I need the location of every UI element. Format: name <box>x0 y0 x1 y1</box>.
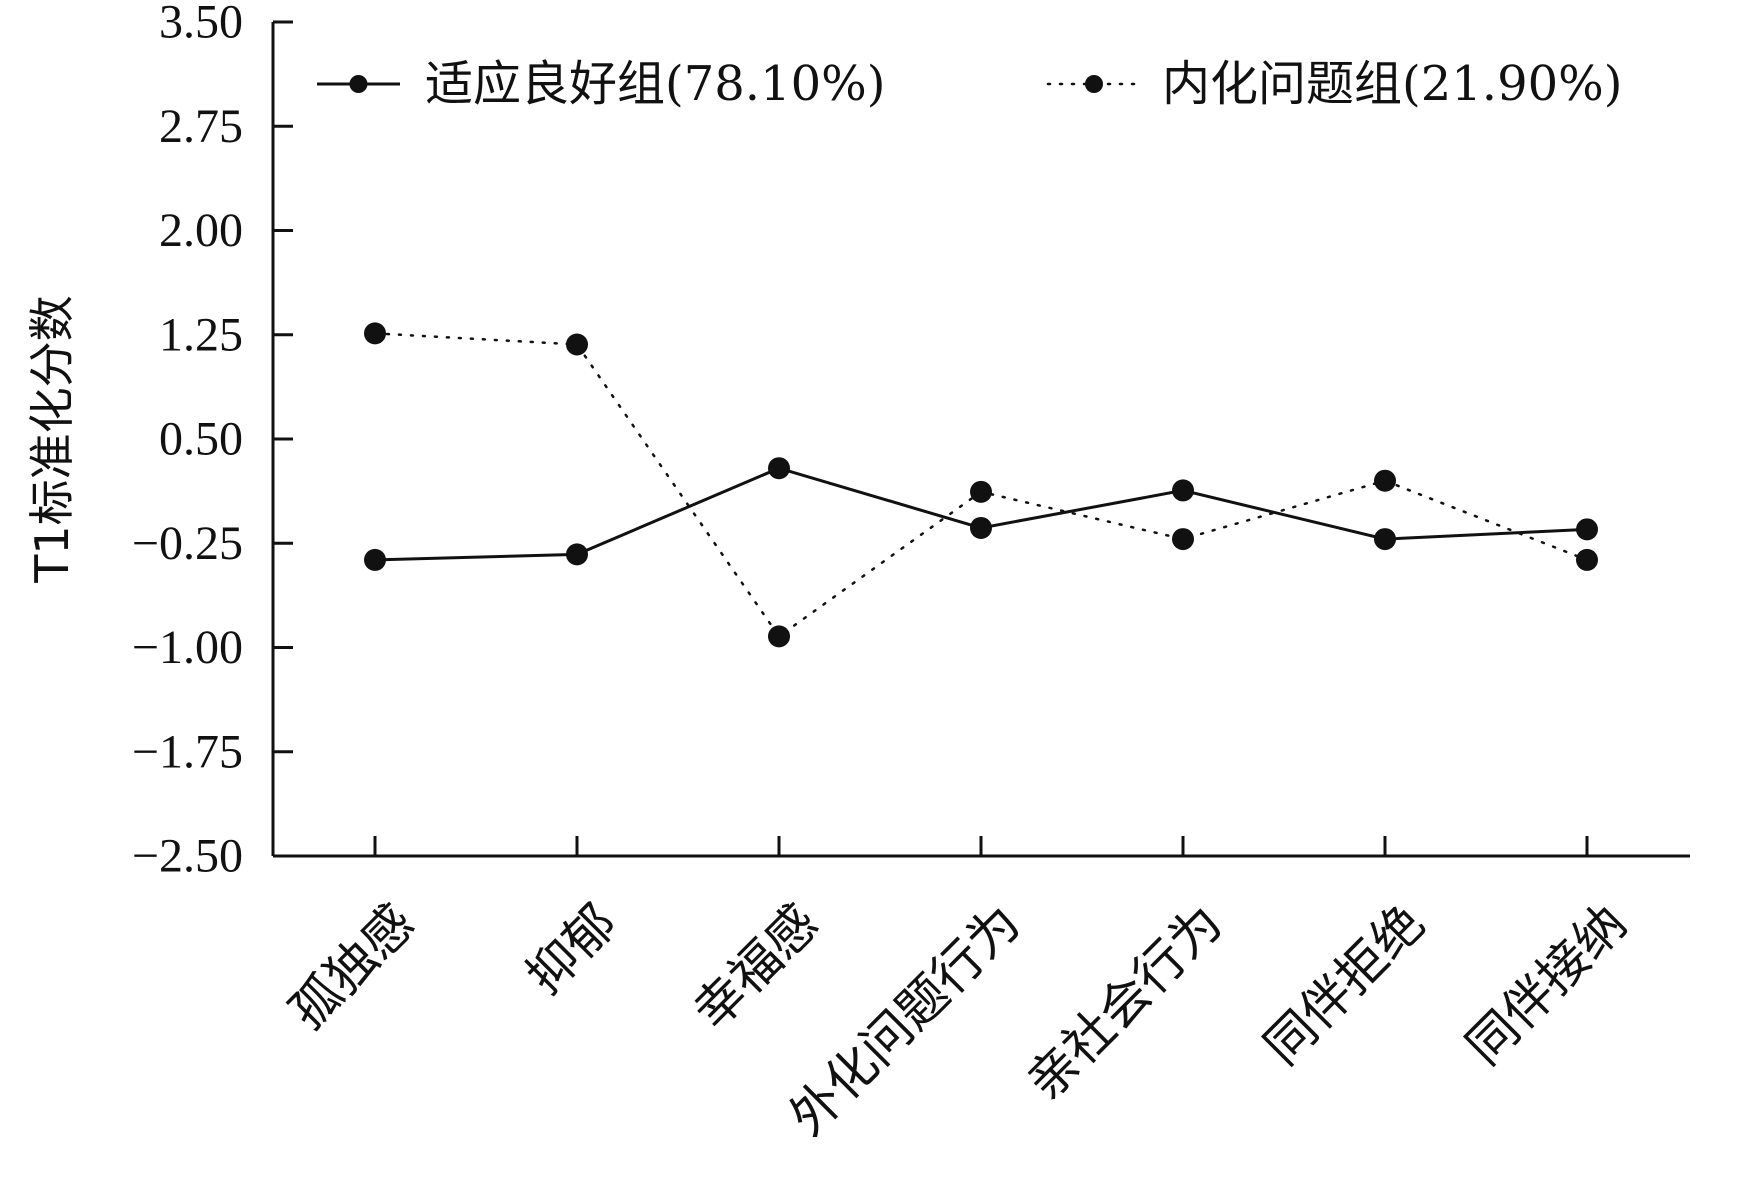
legend-swatch-marker <box>349 75 368 93</box>
x-tick-label: 幸福感 <box>682 893 829 1040</box>
y-tick-label: 3.50 <box>159 0 243 49</box>
series-1-point <box>1374 469 1396 492</box>
series-0-point <box>1172 479 1194 502</box>
legend-label: 适应良好组(78.10%) <box>425 56 885 112</box>
series-1-point <box>1576 548 1598 571</box>
y-tick-label: 0.50 <box>159 413 243 466</box>
legend: 适应良好组(78.10%) 内化问题组(21.90%) <box>317 56 1622 112</box>
x-tick-label: 亲社会行为 <box>1016 893 1234 1111</box>
y-tick-label: −1.75 <box>132 725 243 778</box>
legend-label: 内化问题组(21.90%) <box>1162 56 1622 112</box>
series-1-point <box>970 480 992 503</box>
series-1-point <box>566 333 588 356</box>
y-tick-label: −0.25 <box>132 517 243 570</box>
series-0-point <box>970 516 992 539</box>
series-0-point <box>364 548 386 571</box>
x-tick-label: 同伴接纳 <box>1455 893 1637 1075</box>
x-tick-label: 孤独感 <box>278 893 425 1040</box>
y-tick-label: 2.75 <box>159 100 243 153</box>
series-0-point <box>566 543 588 566</box>
series-0-point <box>1374 528 1396 551</box>
y-axis: 3.50 2.75 2.00 1.25 0.50 −0.25 −1.00 −1.75 −2.50 <box>132 0 293 883</box>
series-1-point <box>364 322 386 345</box>
series-1-point <box>1172 528 1194 551</box>
y-tick-label: 2.00 <box>159 204 243 257</box>
series-layer <box>364 322 1598 648</box>
y-axis-title: T1标准化分数 <box>25 295 79 583</box>
y-tick-label: −1.00 <box>132 621 243 674</box>
y-ticks: 3.50 2.75 2.00 1.25 0.50 −0.25 −1.00 −1.75 −2.50 <box>132 0 293 883</box>
x-tick-label: 同伴拒绝 <box>1253 893 1435 1075</box>
series-0-point <box>768 457 790 480</box>
legend-swatch-marker <box>1085 75 1103 93</box>
series-0-point <box>1576 518 1598 541</box>
y-tick-label: 1.25 <box>159 308 243 361</box>
x-tick-label: 抑郁 <box>516 893 628 1005</box>
y-tick-label: −2.50 <box>132 830 243 883</box>
series-1-point <box>768 625 790 648</box>
